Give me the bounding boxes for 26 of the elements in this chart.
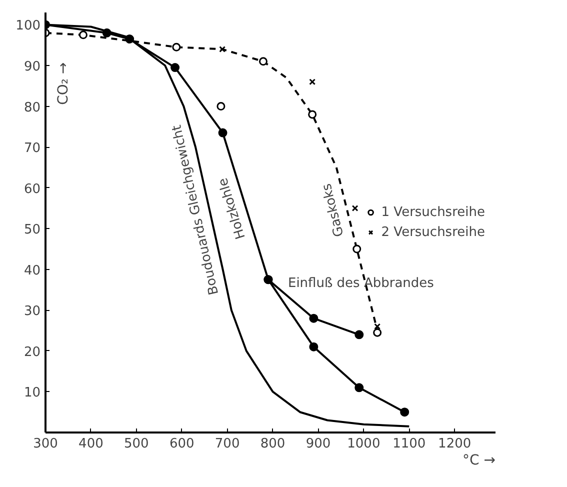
y-tick-label: 60 [24, 182, 41, 197]
x-tick-label: 500 [124, 436, 149, 452]
y-tick-label: 50 [24, 222, 41, 238]
legend-label: 1 Versuchsreihe [381, 204, 485, 220]
x-axis-title: °C → [462, 452, 496, 468]
y-tick-label: 40 [24, 263, 41, 278]
y-tick-label: 80 [24, 100, 41, 116]
y-tick-label: 100 [16, 18, 41, 34]
text: Gaskoks [319, 182, 348, 238]
x-tick-label: 1000 [347, 436, 380, 452]
x-tick-label: 700 [214, 436, 240, 452]
y-tick-label: 90 [24, 60, 41, 75]
y-tick-label: 10 [24, 386, 41, 401]
y-axis-title: CO₂ → [56, 62, 72, 105]
x-tick-label: 900 [306, 436, 331, 452]
y-tick-label: 20 [24, 344, 41, 360]
legend-label: 2 Versuchsreihe [381, 224, 485, 240]
x-tick-label: 600 [169, 436, 194, 452]
series-label: Einfluß des Abbrandes [288, 276, 434, 291]
y-tick-label: 70 [24, 141, 41, 156]
y-tick-label: 30 [24, 304, 41, 320]
x-tick-label: 800 [260, 436, 286, 452]
x-tick-label: 300 [33, 436, 58, 452]
x-tick-label: 400 [78, 436, 104, 452]
x-tick-label: 1200 [438, 436, 472, 452]
x-tick-label: 1100 [392, 436, 426, 452]
